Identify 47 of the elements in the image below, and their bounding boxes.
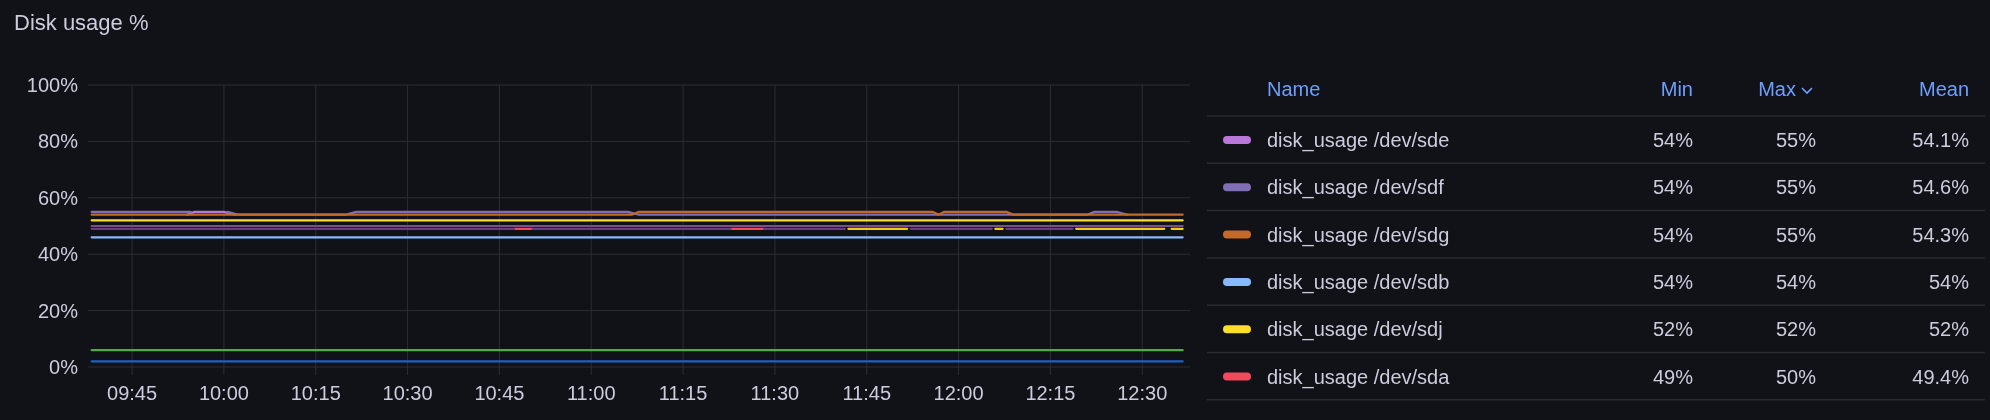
text: 52% — [1928, 318, 1970, 341]
text: 54% — [1928, 270, 1970, 293]
x-tick-label: 10:45 — [474, 382, 525, 404]
text: 54% — [1775, 270, 1817, 293]
text: 54.3% — [1912, 223, 1970, 246]
x-tick-label: 12:00 — [933, 382, 984, 404]
text: 55% — [1775, 129, 1817, 151]
text: 54.1% — [1912, 129, 1970, 151]
text: 55% — [1775, 176, 1817, 199]
x-tick-label: 12:30 — [1117, 382, 1168, 404]
legend-label: disk_usage /dev/sdj — [1267, 318, 1443, 342]
text: 54% — [1652, 223, 1694, 246]
text: 49.4% — [1912, 365, 1970, 388]
legend-label: disk_usage /dev/sde — [1267, 129, 1450, 152]
y-tick-label: 100% — [26, 74, 79, 96]
text: 52% — [1775, 318, 1817, 341]
text: 49% — [1652, 365, 1694, 388]
y-tick-label: 20% — [37, 299, 79, 322]
x-tick-label: 10:00 — [198, 382, 249, 404]
y-tick-label: 60% — [37, 186, 79, 209]
legend-label: disk_usage /dev/sdf — [1267, 176, 1445, 200]
text: 54% — [1652, 270, 1694, 293]
y-tick-label: 40% — [37, 243, 79, 266]
text: Mean — [1918, 78, 1969, 100]
x-tick-label: 09:45 — [107, 382, 158, 404]
legend-label: disk_usage /dev/sda — [1267, 365, 1451, 389]
x-tick-label: 11:30 — [750, 382, 800, 404]
legend-label: disk_usage /dev/sdg — [1267, 223, 1450, 247]
y-tick-label: 80% — [37, 130, 79, 153]
legend-label: disk_usage /dev/sdb — [1267, 270, 1450, 294]
x-tick-label: 11:15 — [658, 382, 708, 404]
text: 54.6% — [1912, 176, 1970, 199]
chart-title: Disk usage % — [14, 10, 149, 35]
x-tick-label: 12:15 — [1025, 382, 1076, 404]
y-tick-label: 0% — [49, 356, 79, 378]
x-tick-label: 10:30 — [382, 382, 433, 404]
text: Max — [1758, 78, 1796, 100]
text: Min — [1660, 78, 1693, 100]
text: 54% — [1652, 176, 1694, 199]
text: 55% — [1775, 223, 1817, 246]
text: 50% — [1775, 365, 1817, 388]
x-tick-label: 10:15 — [290, 382, 341, 404]
text: 54% — [1652, 129, 1694, 151]
x-tick-label: 11:00 — [566, 382, 616, 404]
text: Name — [1267, 78, 1321, 100]
text: 52% — [1652, 318, 1694, 341]
x-tick-label: 11:45 — [842, 382, 892, 404]
